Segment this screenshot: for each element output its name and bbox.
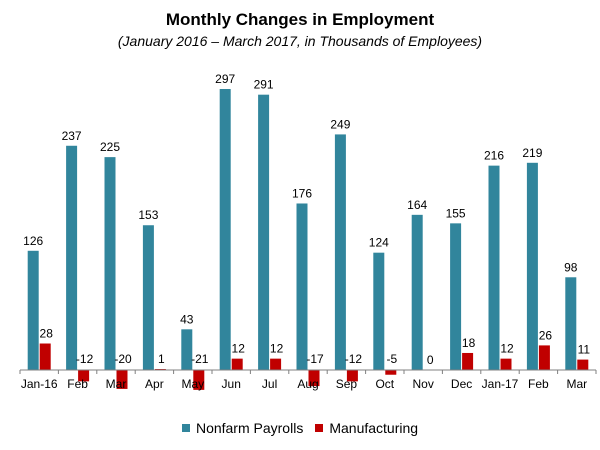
bar-nonfarm-11: [450, 223, 462, 370]
x-tick-label-4: May: [181, 377, 204, 391]
x-tick-label-10: Nov: [413, 377, 434, 391]
bar-manufacturing-0: [39, 343, 51, 370]
x-tick-label-11: Dec: [451, 377, 472, 391]
bar-nonfarm-5: [219, 89, 231, 370]
bar-manufacturing-14: [577, 359, 589, 370]
x-tick-label-6: Jul: [262, 377, 277, 391]
label-manufacturing-4: -21: [191, 352, 209, 366]
bar-nonfarm-6: [258, 94, 270, 371]
label-nonfarm-11: 155: [446, 206, 466, 220]
x-tick-label-1: Feb: [67, 377, 88, 391]
label-nonfarm-14: 98: [564, 260, 578, 274]
bar-manufacturing-8: [346, 370, 358, 382]
x-tick-label-2: Mar: [106, 377, 127, 391]
bar-nonfarm-9: [373, 252, 385, 370]
x-tick-label-8: Sep: [336, 377, 358, 391]
legend-swatch-nonfarm: [181, 424, 190, 432]
x-tick-label-3: Apr: [145, 377, 164, 391]
bar-manufacturing-11: [462, 352, 474, 370]
legend-label-nonfarm: Nonfarm Payrolls: [195, 420, 304, 436]
legend-swatch-manufacturing: [315, 424, 324, 432]
bar-manufacturing-13: [538, 345, 550, 370]
bar-nonfarm-1: [66, 145, 78, 370]
label-nonfarm-9: 124: [369, 236, 389, 250]
bar-nonfarm-4: [181, 329, 193, 370]
label-nonfarm-6: 291: [254, 78, 274, 92]
bar-manufacturing-1: [78, 370, 90, 382]
label-manufacturing-0: 28: [40, 327, 54, 341]
bar-nonfarm-8: [334, 134, 346, 370]
bar-manufacturing-2: [116, 370, 128, 389]
bar-manufacturing-4: [193, 370, 205, 390]
label-nonfarm-4: 43: [180, 312, 194, 326]
bar-manufacturing-12: [500, 358, 512, 370]
bar-nonfarm-2: [104, 157, 116, 370]
bar-manufacturing-9: [385, 370, 397, 375]
x-tick-label-13: Feb: [528, 377, 549, 391]
label-nonfarm-8: 249: [330, 117, 350, 131]
x-tick-label-9: Oct: [375, 377, 394, 391]
bar-nonfarm-0: [27, 250, 39, 370]
bar-nonfarm-14: [565, 277, 577, 370]
chart-title: Monthly Changes in Employment: [165, 10, 435, 29]
chart-subtitle: (January 2016 – March 2017, in Thousands…: [117, 33, 483, 49]
label-manufacturing-1: -12: [76, 352, 94, 366]
x-tick-label-7: Aug: [297, 377, 318, 391]
legend-label-manufacturing: Manufacturing: [329, 420, 419, 436]
label-manufacturing-10: 0: [427, 353, 434, 367]
label-manufacturing-11: 18: [462, 336, 476, 350]
bar-nonfarm-13: [526, 162, 538, 370]
x-tick-label-12: Jan-17: [482, 377, 519, 391]
label-nonfarm-0: 126: [23, 234, 43, 248]
label-nonfarm-13: 219: [522, 146, 542, 160]
label-manufacturing-14: 11: [578, 343, 591, 357]
label-manufacturing-13: 26: [539, 328, 553, 342]
label-nonfarm-10: 164: [407, 198, 427, 212]
bar-manufacturing-6: [270, 358, 282, 370]
label-manufacturing-3: 1: [158, 352, 165, 366]
legend-item-manufacturing: Manufacturing: [315, 420, 418, 436]
label-manufacturing-9: -5: [386, 352, 397, 366]
bar-nonfarm-7: [296, 203, 308, 370]
label-nonfarm-12: 216: [484, 149, 504, 163]
x-tick-label-0: Jan-16: [21, 377, 58, 391]
bar-nonfarm-12: [488, 165, 500, 370]
bar-manufacturing-7: [308, 370, 320, 387]
bar-manufacturing-5: [231, 358, 243, 370]
label-nonfarm-3: 153: [138, 208, 158, 222]
label-nonfarm-5: 297: [215, 72, 235, 86]
label-manufacturing-6: 12: [270, 342, 284, 356]
x-tick-label-14: Mar: [566, 377, 587, 391]
label-manufacturing-12: 12: [500, 342, 514, 356]
chart-legend: Nonfarm Payrolls Manufacturing: [0, 420, 600, 436]
label-manufacturing-8: -12: [345, 352, 363, 366]
label-manufacturing-7: -17: [306, 352, 324, 366]
label-nonfarm-1: 237: [62, 129, 82, 143]
bar-nonfarm-10: [411, 214, 423, 370]
label-manufacturing-2: -20: [114, 352, 132, 366]
x-tick-label-5: Jun: [222, 377, 241, 391]
label-manufacturing-5: 12: [232, 342, 246, 356]
label-nonfarm-2: 225: [100, 140, 120, 154]
legend-item-nonfarm: Nonfarm Payrolls: [181, 420, 304, 436]
label-nonfarm-7: 176: [292, 186, 312, 200]
bar-nonfarm-3: [142, 225, 154, 370]
